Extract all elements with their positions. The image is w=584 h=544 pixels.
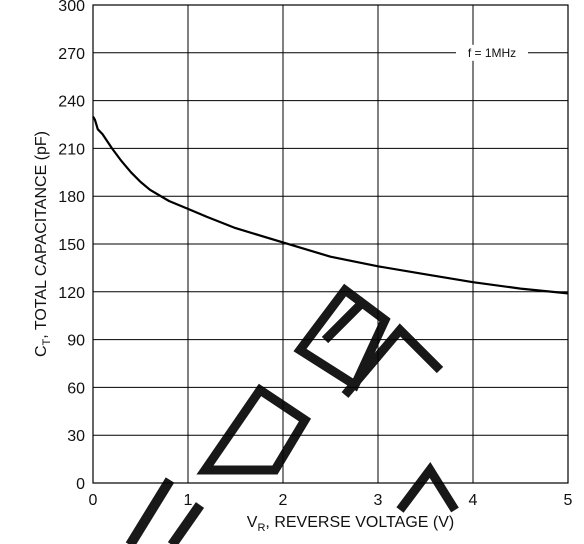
x-tick-label: 3	[374, 492, 383, 509]
frequency-annotation: f = 1MHz	[468, 46, 516, 60]
watermark-stroke-1	[125, 477, 205, 544]
y-tick-label: 30	[67, 428, 85, 445]
y-tick-label: 150	[58, 237, 85, 254]
x-tick-label: 5	[564, 492, 573, 509]
x-axis-title-sub: R	[257, 522, 265, 534]
x-axis-title-main: V	[247, 514, 258, 531]
watermark-stroke-5	[396, 462, 459, 513]
capacitance-curve	[92, 115, 569, 295]
y-axis-title-sub: T	[41, 338, 53, 345]
y-tick-label: 60	[67, 380, 85, 397]
y-tick-label: 120	[58, 285, 85, 302]
y-axis-title: CT, TOTAL CAPACITANCE (pF)	[33, 131, 53, 357]
x-tick-label: 2	[279, 492, 288, 509]
y-axis-title-rest: , TOTAL CAPACITANCE (pF)	[33, 131, 50, 339]
x-tick-label: 1	[184, 492, 193, 509]
y-tick-label: 180	[58, 189, 85, 206]
watermark-stroke-3	[293, 283, 391, 392]
y-tick-label: 300	[58, 0, 85, 15]
watermark	[125, 283, 459, 544]
y-tick-labels: 0 30 60 90 120 150 180 210 240 270 300	[58, 0, 85, 493]
x-tick-label: 0	[89, 492, 98, 509]
y-tick-label: 210	[58, 141, 85, 158]
y-axis-title-main: C	[33, 345, 50, 357]
x-axis-title: VR, REVERSE VOLTAGE (V)	[247, 514, 454, 534]
x-tick-label: 4	[469, 492, 478, 509]
y-tick-label: 90	[67, 333, 85, 350]
annotation-background	[456, 44, 528, 61]
y-tick-label: 270	[58, 46, 85, 63]
y-tick-label: 0	[76, 476, 85, 493]
x-tick-labels: 0 1 2 3 4 5	[89, 492, 573, 509]
x-axis-title-rest: , REVERSE VOLTAGE (V)	[265, 514, 454, 531]
plot-frame	[92, 4, 569, 484]
watermark-stroke-4	[321, 296, 444, 398]
y-tick-label: 240	[58, 94, 85, 111]
watermark-stroke-2	[196, 383, 312, 475]
